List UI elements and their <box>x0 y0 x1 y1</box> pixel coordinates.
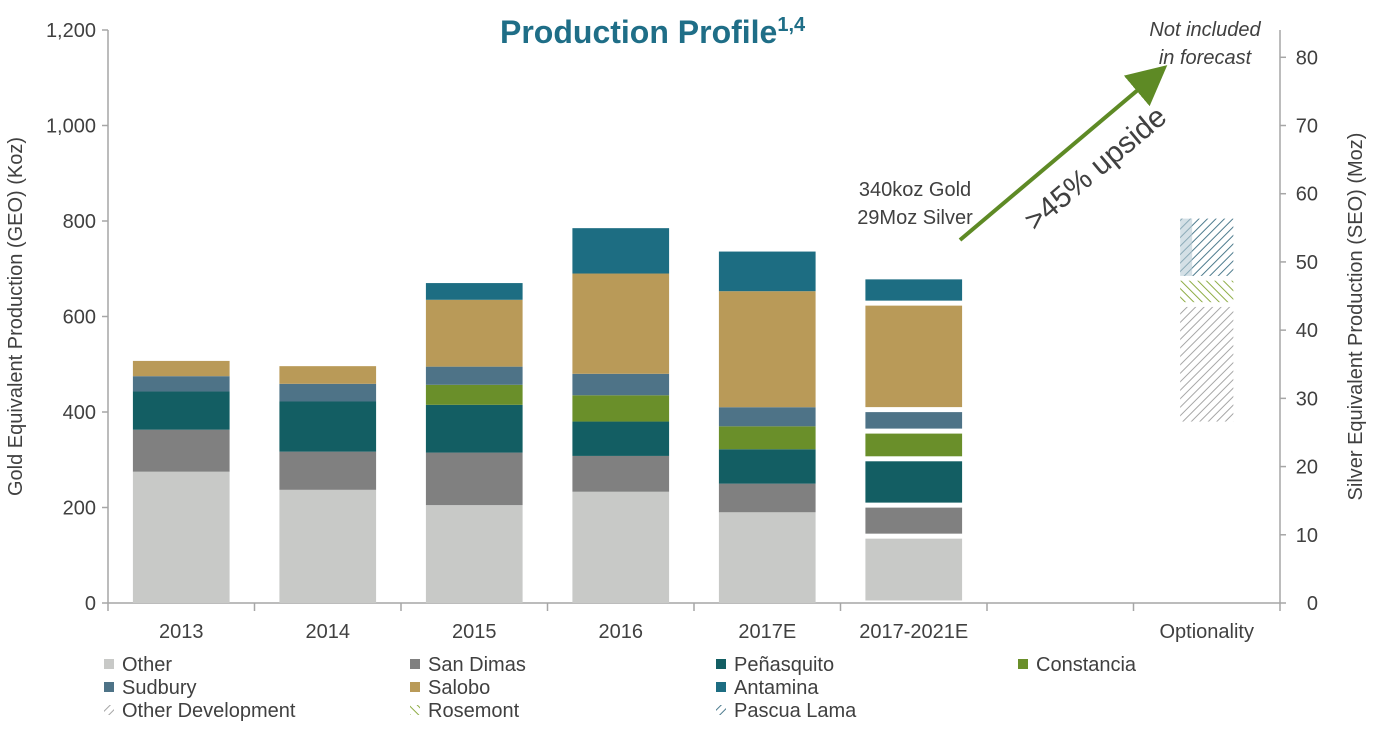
bar-san-dimas-2013 <box>132 429 230 472</box>
bar-san-dimas-2017-2021e <box>865 507 963 534</box>
bar-san-dimas-2017e <box>718 483 816 513</box>
bar-antamina-2017e <box>718 251 816 292</box>
legend-label-sudbury: Sudbury <box>122 677 197 699</box>
y-right-tick-label: 50 <box>1296 252 1318 274</box>
legend-swatch-other <box>104 659 114 669</box>
y-left-tick-label: 1,200 <box>46 20 96 42</box>
axes: 0 200 400 600 800 1,000 1,200 0 10 20 30 40 50 60 70 80… <box>5 20 1367 643</box>
optionality-bars <box>1180 218 1234 422</box>
bar-constancia-2017e <box>718 426 816 450</box>
y-left-tick-label: 800 <box>63 211 96 233</box>
bar-other-2017-2021e <box>865 538 963 601</box>
y-axis-right-title: Silver Equivalent Production (SEO) (Moz) <box>1345 133 1367 501</box>
bars <box>132 228 963 603</box>
bar-antamina-2017-2021e <box>865 279 963 301</box>
y-right-tick-label: 40 <box>1296 320 1318 342</box>
bar-other-2014 <box>279 489 377 603</box>
bar-sudbury-2017e <box>718 407 816 427</box>
bar-pe-asquito-2013 <box>132 391 230 430</box>
bar-antamina-2015 <box>425 283 523 300</box>
bar-sudbury-2016 <box>572 373 670 396</box>
bar-antamina-2016 <box>572 228 670 274</box>
legend-swatch-salobo <box>410 682 420 692</box>
legend-swatch-rosemont <box>410 705 420 715</box>
y-right-tick-label: 10 <box>1296 525 1318 547</box>
upside-arrow <box>958 65 1168 242</box>
y-left-tick-label: 400 <box>63 402 96 424</box>
y-right-tick-label: 70 <box>1296 116 1318 138</box>
bar-salobo-2014 <box>279 366 377 384</box>
x-tick-label: 2017-2021E <box>859 621 968 643</box>
bar-san-dimas-2014 <box>279 451 377 490</box>
y-right-tick-label: 20 <box>1296 457 1318 479</box>
bar-pe-asquito-2014 <box>279 401 377 452</box>
legend-swatch-constancia <box>1018 659 1028 669</box>
callout-gold: 340koz Gold <box>859 179 971 201</box>
legend-swatch-other-development <box>104 705 114 715</box>
chart-title-superscript: 1,4 <box>777 14 806 36</box>
optionality-rosemont <box>1180 280 1234 303</box>
legend: Other San Dimas Peñasquito Constancia Sudbur… <box>104 654 1137 722</box>
x-tick-label: 2017E <box>738 621 796 643</box>
legend-swatch-antamina <box>716 682 726 692</box>
y-right-tick-label: 0 <box>1307 593 1318 615</box>
y-right-tick-label: 30 <box>1296 388 1318 410</box>
bar-other-2016 <box>572 491 670 603</box>
not-included-note-line1: Not included <box>1149 19 1261 41</box>
legend-label-pascua-lama: Pascua Lama <box>734 700 857 722</box>
y-axis-left-title: Gold Equivalent Production (GEO) (Koz) <box>5 137 27 496</box>
x-tick-label: 2016 <box>599 621 644 643</box>
optionality-other-development <box>1180 306 1234 422</box>
y-left-tick-label: 0 <box>85 593 96 615</box>
bar-salobo-2017-2021e <box>865 305 963 408</box>
x-tick-label: Optionality <box>1160 621 1255 643</box>
bar-constancia-2015 <box>425 384 523 405</box>
bar-other-2013 <box>132 471 230 603</box>
bar-other-2017e <box>718 512 816 603</box>
chart-title: Production Profile1,4 <box>500 14 806 50</box>
legend-label-antamina: Antamina <box>734 677 819 699</box>
bar-constancia-2017-2021e <box>865 433 963 457</box>
bar-san-dimas-2015 <box>425 452 523 506</box>
callout-silver: 29Moz Silver <box>857 207 973 229</box>
bar-sudbury-2014 <box>279 383 377 402</box>
not-included-note-line2: in forecast <box>1159 47 1253 69</box>
legend-label-salobo: Salobo <box>428 677 490 699</box>
bar-pe-asquito-2016 <box>572 421 670 456</box>
legend-label-other: Other <box>122 654 172 676</box>
x-tick-label: 2015 <box>452 621 497 643</box>
legend-label-rosemont: Rosemont <box>428 700 520 722</box>
bar-sudbury-2013 <box>132 376 230 392</box>
legend-label-other-development: Other Development <box>122 700 296 722</box>
legend-label-san-dimas: San Dimas <box>428 654 526 676</box>
y-right-tick-label: 60 <box>1296 184 1318 206</box>
y-right-tick-label: 80 <box>1296 47 1318 69</box>
bar-sudbury-2015 <box>425 366 523 385</box>
legend-swatch-san-dimas <box>410 659 420 669</box>
legend-swatch-pascua-lama <box>716 705 726 715</box>
bar-salobo-2017e <box>718 291 816 408</box>
bar-salobo-2013 <box>132 360 230 377</box>
bar-pe-asquito-2015 <box>425 404 523 453</box>
legend-label-pe-asquito: Peñasquito <box>734 654 834 676</box>
bar-salobo-2016 <box>572 273 670 374</box>
bar-salobo-2015 <box>425 299 523 367</box>
bar-other-2015 <box>425 505 523 603</box>
bar-san-dimas-2016 <box>572 455 670 492</box>
y-left-tick-label: 200 <box>63 498 96 520</box>
optionality-pascua-lama-edge <box>1180 218 1193 276</box>
x-tick-label: 2014 <box>306 621 351 643</box>
bar-pe-asquito-2017e <box>718 449 816 484</box>
legend-swatch-pe-asquito <box>716 659 726 669</box>
bar-constancia-2016 <box>572 395 670 422</box>
y-left-tick-label: 1,000 <box>46 116 96 138</box>
bar-sudbury-2017-2021e <box>865 412 963 429</box>
y-left-tick-label: 600 <box>63 307 96 329</box>
legend-swatch-sudbury <box>104 682 114 692</box>
legend-label-constancia: Constancia <box>1036 654 1137 676</box>
x-tick-label: 2013 <box>159 621 204 643</box>
bar-pe-asquito-2017-2021e <box>865 461 963 503</box>
